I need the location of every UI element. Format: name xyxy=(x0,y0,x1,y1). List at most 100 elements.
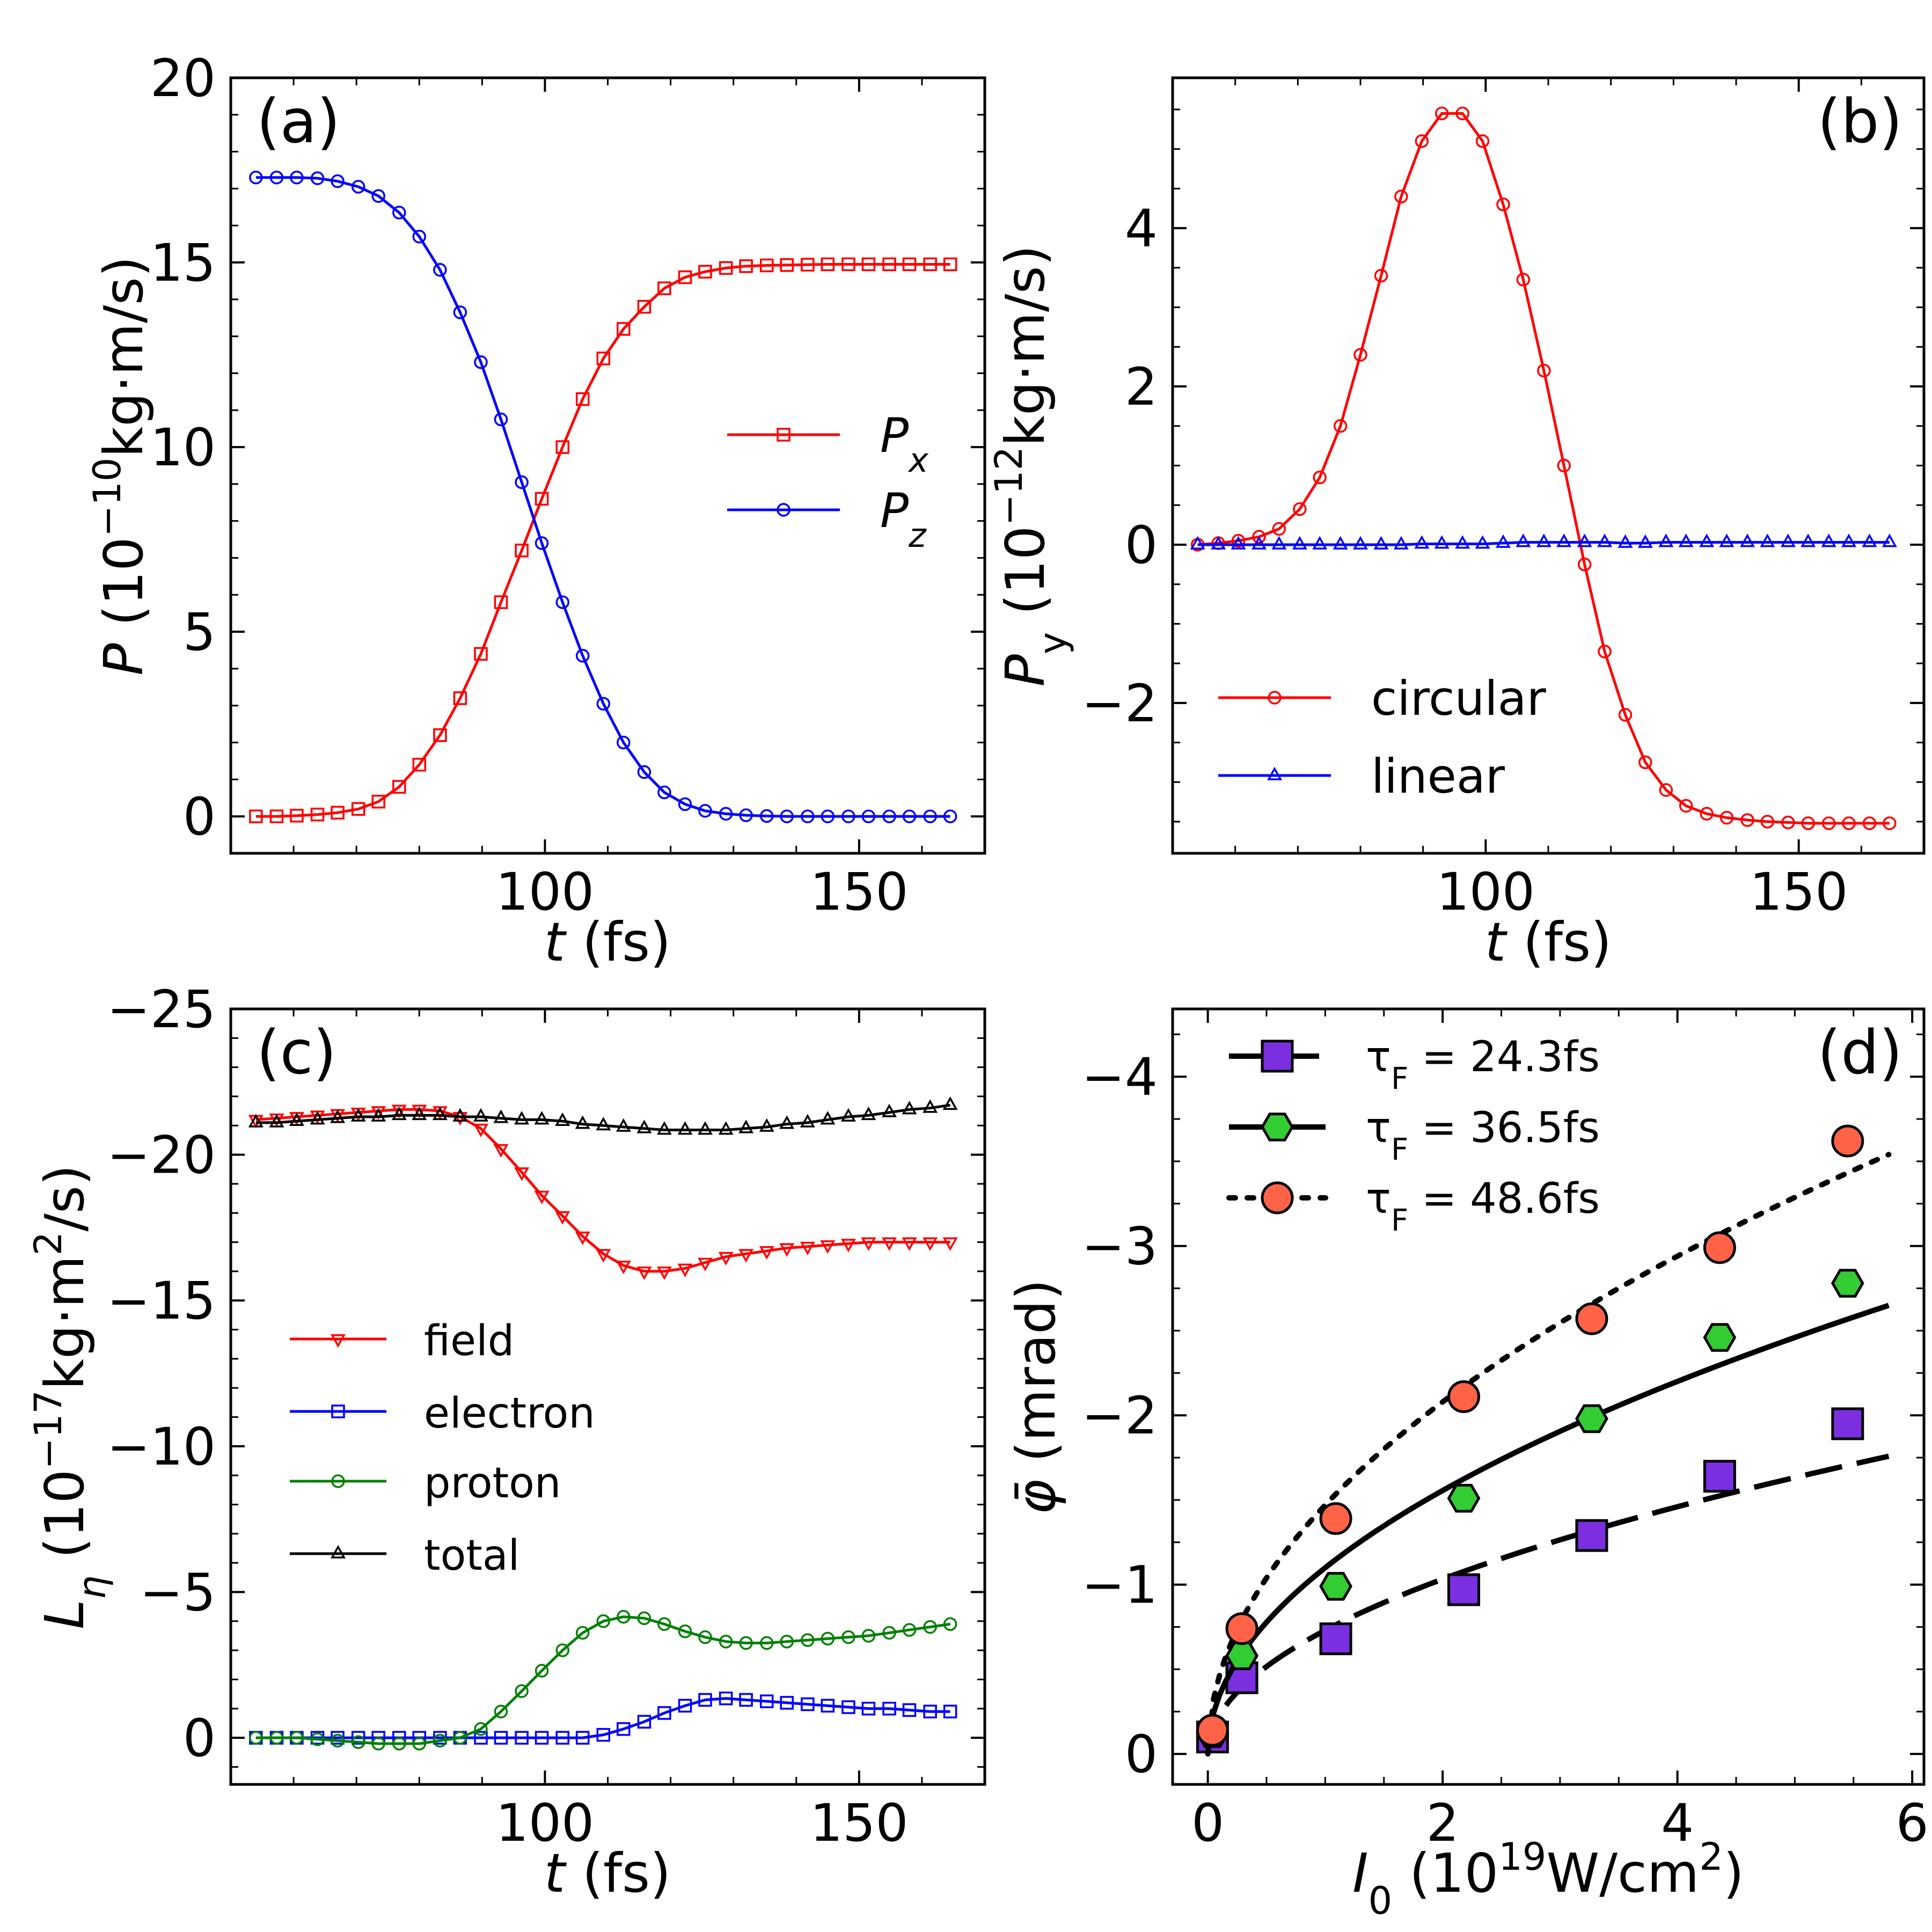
data-point xyxy=(555,1112,570,1126)
data-point xyxy=(617,1722,631,1736)
data-point xyxy=(310,1732,325,1746)
data-point xyxy=(351,802,365,816)
data-point xyxy=(943,1704,957,1718)
data-point xyxy=(1699,533,1715,547)
data-point xyxy=(474,647,488,661)
fit-curve xyxy=(1205,1152,1892,1757)
data-point xyxy=(923,257,937,272)
data-point xyxy=(1703,1323,1737,1352)
data-point xyxy=(534,1111,550,1125)
legend-label-rest: = 36.5fs xyxy=(1408,1104,1600,1152)
label-part: −17 xyxy=(26,1390,70,1469)
legend-label: total xyxy=(424,1532,519,1580)
data-point xyxy=(1831,1124,1864,1158)
data-point xyxy=(1801,533,1816,547)
data-point xyxy=(861,1629,876,1643)
y-axis-label-a: P (10−10kg·m/s) xyxy=(85,256,155,675)
label-part: kg·m/s) xyxy=(92,256,155,457)
data-point xyxy=(738,1249,754,1263)
data-point xyxy=(1760,815,1775,829)
x-axis-label-b: t (fs) xyxy=(1485,911,1612,974)
x-tick-label: 100 xyxy=(1437,862,1535,922)
legend-label: field xyxy=(424,1317,514,1365)
data-point xyxy=(1516,533,1531,547)
data-point xyxy=(801,1633,815,1647)
data-point xyxy=(637,1611,652,1626)
data-point xyxy=(779,1115,795,1129)
data-point xyxy=(801,1697,815,1711)
data-point xyxy=(861,1107,876,1121)
data-point xyxy=(780,1635,794,1649)
legend-marker xyxy=(331,1474,345,1488)
data-point xyxy=(290,1731,304,1745)
legend-label: τF = 24.3fs xyxy=(1366,1033,1600,1096)
data-point xyxy=(596,1117,611,1131)
series-pz xyxy=(249,171,957,823)
data-point xyxy=(739,808,753,822)
data-point xyxy=(1618,708,1633,722)
data-point xyxy=(474,1722,488,1736)
data-point xyxy=(738,1119,754,1133)
label-part: −10 xyxy=(85,458,129,537)
legend-label-main: τ xyxy=(1366,1104,1391,1152)
series-circular xyxy=(1190,106,1897,830)
data-point xyxy=(678,270,692,284)
data-point xyxy=(555,1211,570,1225)
data-point xyxy=(657,281,671,295)
data-point xyxy=(453,305,467,319)
data-point xyxy=(494,1704,508,1718)
data-point xyxy=(923,809,937,823)
data-point xyxy=(1638,755,1652,770)
data-point xyxy=(310,1111,325,1125)
data-point xyxy=(1821,533,1836,547)
legend-marker xyxy=(1268,691,1282,705)
data-point xyxy=(698,1121,713,1135)
legend-marker xyxy=(1261,1181,1294,1214)
data-point xyxy=(1841,533,1856,547)
label-part: 19 xyxy=(1498,1835,1546,1879)
data-point xyxy=(452,1112,468,1126)
data-point xyxy=(453,691,467,705)
data-point xyxy=(575,1626,590,1640)
data-point xyxy=(350,1108,366,1122)
data-point xyxy=(249,171,263,185)
series-line xyxy=(255,1615,950,1745)
data-point xyxy=(821,809,835,823)
label-part: φ̄ xyxy=(1005,1480,1067,1515)
legend-label-sub: F xyxy=(1391,1132,1408,1167)
data-point xyxy=(249,809,263,823)
data-point xyxy=(1703,1231,1736,1264)
data-point xyxy=(1740,813,1754,827)
y-tick-label: −10 xyxy=(107,1417,216,1477)
panel-label: (b) xyxy=(1818,87,1902,157)
legend-b: circular linear xyxy=(1218,671,1547,804)
data-point xyxy=(1575,1519,1608,1552)
data-point xyxy=(534,1190,550,1204)
data-point xyxy=(923,1237,938,1251)
data-point xyxy=(1231,536,1246,550)
data-point xyxy=(677,1121,693,1135)
panel-label: (c) xyxy=(257,1018,336,1088)
data-point xyxy=(1292,536,1307,550)
label-part: L xyxy=(33,1599,96,1629)
data-point xyxy=(1740,533,1755,547)
series-px xyxy=(249,257,957,823)
data-point xyxy=(535,492,549,506)
series-line xyxy=(255,176,950,818)
data-point xyxy=(1831,1269,1864,1298)
data-point xyxy=(1700,807,1714,821)
data-point xyxy=(841,257,855,272)
data-point xyxy=(351,180,365,194)
data-point xyxy=(1455,106,1469,121)
data-point xyxy=(882,1237,897,1251)
series-proton xyxy=(249,1609,957,1751)
x-axis-label-d: I0 (1019W/cm2) xyxy=(1352,1835,1744,1923)
data-point xyxy=(902,809,917,823)
series-line xyxy=(255,1108,950,1273)
legend-label: circular xyxy=(1371,671,1547,726)
data-point xyxy=(1252,530,1266,544)
data-point xyxy=(269,1114,284,1128)
y-tick-label: 0 xyxy=(183,1708,216,1768)
legend-label: electron xyxy=(424,1389,595,1438)
